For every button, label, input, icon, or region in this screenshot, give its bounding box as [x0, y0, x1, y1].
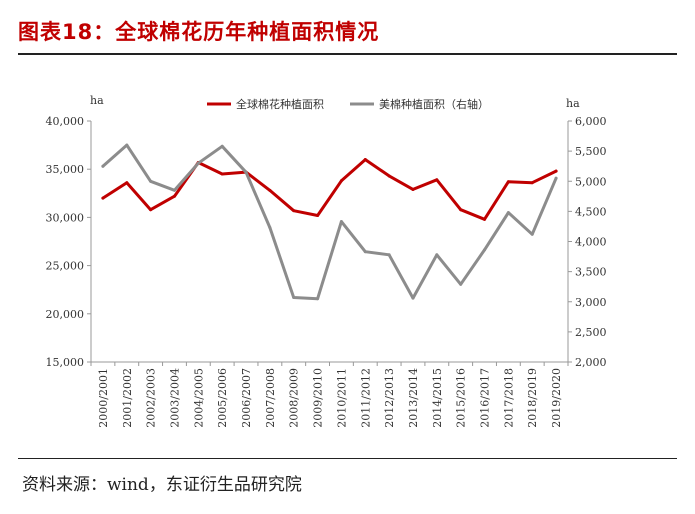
data-point-us: [125, 143, 129, 147]
series-line-us: [101, 143, 558, 301]
chart-legend: 全球棉花种植面积 美棉种植面积（右轴）: [207, 97, 489, 111]
right-axis-tick-label: 4,500: [575, 205, 607, 218]
left-axis-tick-label: 15,000: [46, 356, 85, 369]
x-axis-tick-label: 2006/2007: [240, 368, 253, 428]
data-point-us: [268, 226, 272, 230]
data-point-global: [530, 181, 534, 185]
left-axis-unit: ha: [90, 94, 104, 107]
source-divider: [18, 458, 677, 459]
data-point-us: [316, 297, 320, 301]
right-axis-tick-label: 3,500: [575, 266, 607, 279]
title-divider: [18, 53, 677, 55]
data-point-global: [292, 209, 296, 213]
x-axis-tick-label: 2000/2001: [97, 368, 110, 428]
x-axis-tick-label: 2012/2013: [383, 368, 396, 428]
right-axis-tick-label: 6,000: [575, 115, 607, 128]
x-axis-tick-label: 2010/2011: [335, 368, 348, 428]
data-point-global: [506, 180, 510, 184]
data-point-us: [459, 282, 463, 286]
left-axis-tick-label: 25,000: [46, 260, 85, 273]
chart-axes: 15,000 20,000 25,000 30,000 35,000 40,000 2,00…: [46, 115, 607, 428]
x-axis-tick-label: 2016/2017: [479, 368, 492, 428]
right-axis-tick-label: 3,000: [575, 296, 607, 309]
data-point-us: [554, 176, 558, 180]
x-axis-tick-label: 2013/2014: [407, 368, 420, 428]
legend-label-global: 全球棉花种植面积: [236, 97, 324, 111]
data-point-global: [435, 178, 439, 182]
chart-figure-title: 图表18：全球棉花历年种植面积情况: [18, 20, 380, 44]
left-axis-tick-label: 40,000: [46, 115, 85, 128]
data-point-us: [530, 232, 534, 236]
data-point-global: [459, 208, 463, 212]
x-axis-tick-label: 2014/2015: [431, 368, 444, 428]
right-axis-tick-label: 5,000: [575, 175, 607, 188]
source-note: 资料来源：wind，东证衍生品研究院: [22, 475, 302, 495]
data-point-global: [316, 213, 320, 217]
data-point-global: [125, 181, 129, 185]
right-axis-tick-label: 5,500: [575, 145, 607, 158]
data-point-global: [101, 196, 105, 200]
data-point-us: [244, 170, 248, 174]
data-point-global: [483, 217, 487, 221]
right-axis-tick-label: 2,500: [575, 326, 607, 339]
data-point-global: [220, 172, 224, 176]
x-axis-tick-label: 2003/2004: [168, 368, 181, 428]
right-axis-unit: ha: [566, 97, 580, 110]
data-point-global: [149, 208, 153, 212]
right-axis-tick-label: 2,000: [575, 356, 607, 369]
left-axis-tick-label: 20,000: [46, 308, 85, 321]
data-point-global: [339, 179, 343, 183]
data-point-global: [172, 194, 176, 198]
data-point-us: [411, 296, 415, 300]
data-point-us: [172, 188, 176, 192]
series-line-global: [101, 158, 558, 221]
data-point-us: [506, 211, 510, 215]
x-axis-tick-label: 2009/2010: [312, 368, 325, 428]
x-axis-tick-label: 2008/2009: [288, 368, 301, 428]
data-point-global: [411, 187, 415, 191]
data-point-global: [387, 174, 391, 178]
x-axis-tick-label: 2019/2020: [550, 368, 563, 428]
x-axis-tick-label: 2002/2003: [145, 368, 158, 428]
left-axis-tick-label: 35,000: [46, 163, 85, 176]
x-axis-tick-label: 2001/2002: [121, 368, 134, 428]
right-axis-tick-label: 4,000: [575, 236, 607, 249]
data-point-us: [196, 161, 200, 165]
legend-label-us: 美棉种植面积（右轴）: [379, 97, 489, 111]
data-point-us: [339, 220, 343, 224]
x-axis-tick-label: 2017/2018: [502, 368, 515, 428]
data-point-us: [435, 253, 439, 257]
data-point-global: [268, 188, 272, 192]
data-point-us: [363, 250, 367, 254]
chart-series: [101, 143, 558, 301]
data-point-us: [387, 253, 391, 257]
data-point-us: [101, 164, 105, 168]
data-point-us: [220, 144, 224, 148]
data-point-us: [149, 179, 153, 183]
data-point-global: [363, 158, 367, 162]
x-axis-tick-label: 2015/2016: [455, 368, 468, 428]
x-axis-tick-label: 2005/2006: [216, 368, 229, 428]
data-point-us: [292, 296, 296, 300]
data-point-us: [483, 248, 487, 252]
x-axis-tick-label: 2007/2008: [264, 368, 277, 428]
data-point-global: [554, 169, 558, 173]
x-axis-tick-label: 2018/2019: [526, 368, 539, 428]
x-axis-tick-label: 2011/2012: [359, 368, 372, 428]
x-axis-tick-label: 2004/2005: [192, 368, 205, 428]
left-axis-tick-label: 30,000: [46, 211, 85, 224]
